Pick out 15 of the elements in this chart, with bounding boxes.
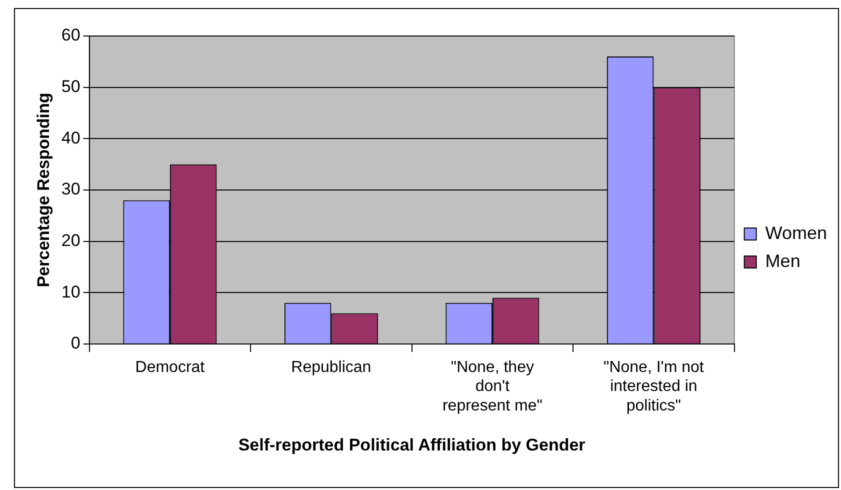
- y-tick-label: 40: [61, 128, 80, 148]
- y-tick-label: 30: [61, 180, 80, 199]
- y-tick-label: 50: [61, 77, 80, 96]
- x-tick-label: "None, they don't represent me": [442, 359, 542, 414]
- y-axis-title: Percentage Responding: [34, 92, 53, 288]
- x-tick-label: "None, I'm not interested in politics": [604, 359, 704, 414]
- x-axis-title: Self-reported Political Affiliation by Gender: [238, 435, 586, 454]
- legend-label: Men: [765, 250, 800, 271]
- y-tick-label: 60: [61, 26, 80, 45]
- legend-label: Women: [765, 222, 828, 243]
- x-tick-label: Democrat: [135, 359, 206, 376]
- x-tick-label: Republican: [291, 359, 372, 376]
- y-tick-label: 10: [61, 282, 80, 302]
- y-tick-label: 20: [61, 231, 80, 250]
- y-tick-label: 0: [70, 334, 80, 353]
